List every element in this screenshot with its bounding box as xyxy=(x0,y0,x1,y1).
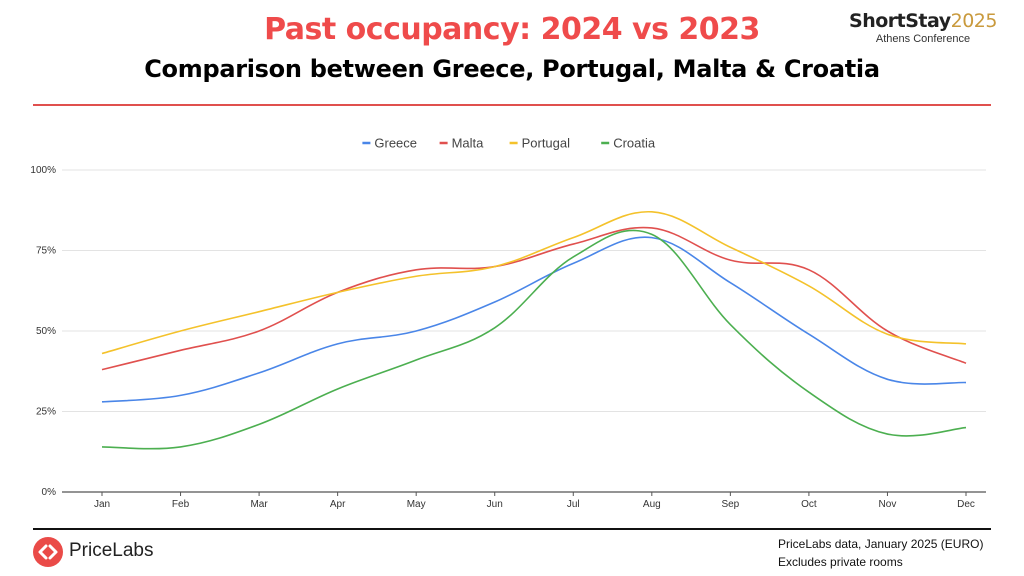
x-tick-label: Jan xyxy=(94,499,110,510)
conference-name-text: ShortStay xyxy=(849,10,951,32)
y-tick-label: 0% xyxy=(42,487,57,498)
pricelabs-logo-text: PriceLabs xyxy=(69,540,154,561)
legend-label-greece: Greece xyxy=(374,136,417,151)
x-tick-label: Aug xyxy=(643,499,661,510)
pricelabs-logo-icon xyxy=(33,537,63,567)
x-tick-label: Apr xyxy=(330,499,346,510)
x-tick-label: Dec xyxy=(957,499,975,510)
header-divider xyxy=(33,104,991,106)
occupancy-line-chart: Greece Malta Portugal Croatia 0% 25% 50% 75% 10… xyxy=(30,136,986,510)
x-tick-label: Mar xyxy=(250,499,268,510)
chart-title: Past occupancy: 2024 vs 2023 xyxy=(264,12,760,47)
x-tick-label: Jul xyxy=(567,499,580,510)
chart-legend: Greece Malta Portugal Croatia xyxy=(362,136,656,151)
x-axis-ticks: Jan Feb Mar Apr May Jun Jul Aug Sep Oct Nov Dec xyxy=(94,492,975,510)
conference-name: ShortStay2025 xyxy=(848,10,998,32)
y-axis-ticks: 0% 25% 50% 75% 100% xyxy=(30,165,56,498)
series-line-malta xyxy=(101,226,967,371)
chart-series-lines xyxy=(101,211,967,450)
series-line-croatia xyxy=(101,229,967,450)
x-tick-label: Oct xyxy=(801,499,817,510)
x-tick-label: May xyxy=(407,499,426,510)
source-note: PriceLabs data, January 2025 (EURO) Excl… xyxy=(778,535,983,571)
conference-logo: ShortStay2025 Athens Conference xyxy=(848,10,998,45)
footer-divider xyxy=(33,528,991,530)
conference-year: 2025 xyxy=(950,10,998,32)
chart-subtitle: Comparison between Greece, Portugal, Mal… xyxy=(144,55,880,83)
y-tick-label: 100% xyxy=(30,165,56,176)
x-tick-label: Nov xyxy=(879,499,897,510)
x-tick-label: Feb xyxy=(172,499,190,510)
legend-label-malta: Malta xyxy=(452,136,485,151)
x-tick-label: Sep xyxy=(721,499,739,510)
series-line-greece xyxy=(101,236,967,403)
legend-label-portugal: Portugal xyxy=(522,136,571,151)
source-text: PriceLabs data, January 2025 (EURO) xyxy=(778,537,984,551)
x-tick-label: Jun xyxy=(487,499,503,510)
conference-tagline: Athens Conference xyxy=(875,33,971,45)
y-tick-label: 75% xyxy=(36,246,56,257)
y-tick-label: 25% xyxy=(36,407,56,418)
exclusion-note: Excludes private rooms xyxy=(778,555,903,569)
chart-grid xyxy=(62,169,986,493)
legend-label-croatia: Croatia xyxy=(613,136,656,151)
y-tick-label: 50% xyxy=(36,326,56,337)
series-line-portugal xyxy=(101,211,967,355)
